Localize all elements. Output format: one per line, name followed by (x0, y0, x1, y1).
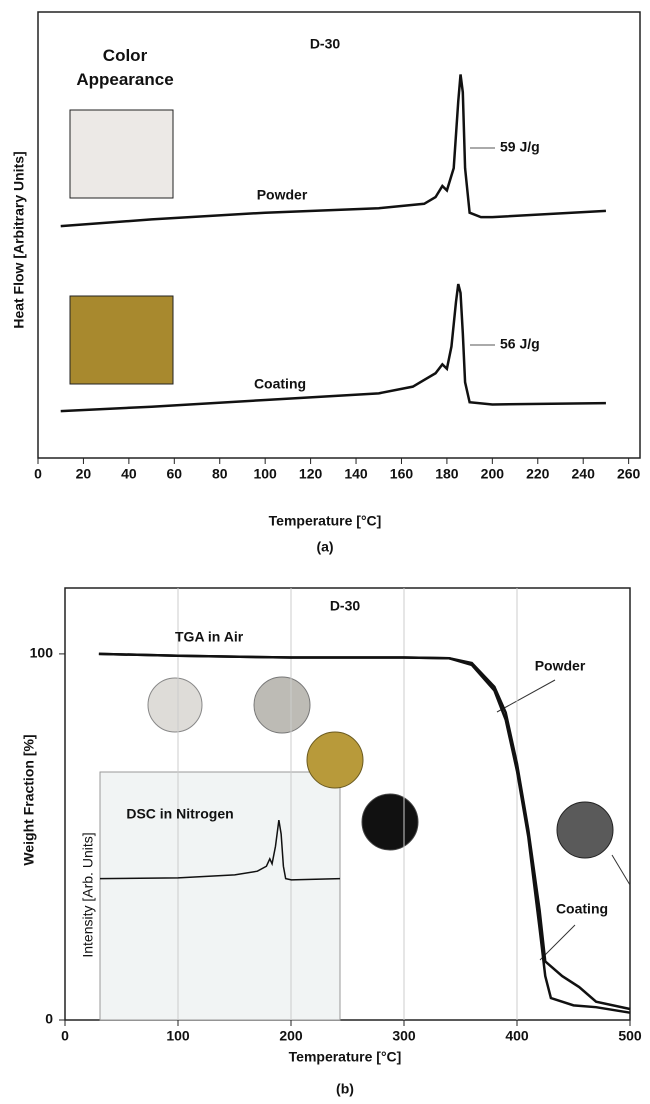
series-label: Coating (556, 901, 608, 917)
y-tick-label: 0 (45, 1011, 53, 1027)
y-axis-label: Heat Flow [Arbitrary Units] (11, 151, 27, 328)
annotation: 59 J/g (500, 139, 540, 155)
leader-line (539, 924, 576, 961)
x-tick-label: 20 (76, 466, 92, 482)
series-label: Powder (535, 658, 586, 674)
chart-title: D-30 (310, 36, 341, 52)
annotation: Color Appearance (76, 46, 174, 89)
plot-frame (37, 11, 641, 459)
x-tick-label: 100 (253, 466, 277, 482)
sample-disc (147, 677, 203, 733)
caption: (a) (316, 539, 333, 555)
leader-line (496, 679, 556, 713)
x-tick-label: 200 (279, 1028, 303, 1044)
x-tick-label: 240 (572, 466, 596, 482)
x-tick-label: 260 (617, 466, 641, 482)
y-axis-label: Weight Fraction [%] (21, 734, 37, 865)
sample-disc (361, 793, 419, 851)
x-tick-label: 40 (121, 466, 137, 482)
sample-disc (306, 731, 364, 789)
x-tick-label: 60 (167, 466, 183, 482)
annotation: 56 J/g (500, 336, 540, 352)
y-axis-label: Intensity [Arb. Units] (80, 832, 96, 957)
inset-frame (99, 771, 341, 1021)
x-tick-label: 100 (166, 1028, 190, 1044)
x-tick-label: 160 (390, 466, 414, 482)
x-tick-label: 0 (34, 466, 42, 482)
chart-title: DSC in Nitrogen (126, 806, 233, 822)
caption: (b) (336, 1081, 354, 1097)
sample-disc (556, 801, 614, 859)
sample-disc (253, 676, 311, 734)
x-tick-label: 0 (61, 1028, 69, 1044)
x-tick-label: 180 (435, 466, 459, 482)
x-tick-label: 500 (618, 1028, 642, 1044)
plot-frame (64, 587, 631, 1021)
chart-title: D-30 (330, 598, 361, 614)
x-tick-label: 120 (299, 466, 323, 482)
x-tick-label: 300 (392, 1028, 416, 1044)
series-line (60, 283, 606, 413)
x-tick-label: 200 (481, 466, 505, 482)
x-tick-label: 220 (526, 466, 550, 482)
series-line (98, 652, 631, 1011)
series-label: Coating (254, 376, 306, 392)
x-tick-label: 140 (344, 466, 368, 482)
leader-line (611, 854, 631, 886)
annotation: TGA in Air (175, 629, 244, 645)
powder-swatch (69, 109, 174, 199)
x-tick-label: 400 (505, 1028, 529, 1044)
coating-swatch (69, 295, 174, 385)
x-axis-label: Temperature [°C] (289, 1049, 402, 1065)
x-axis-label: Temperature [°C] (269, 513, 382, 529)
series-line (60, 74, 606, 228)
series-label: Powder (257, 187, 308, 203)
y-tick-label: 100 (30, 645, 54, 661)
series-line (99, 819, 341, 881)
x-tick-label: 80 (212, 466, 228, 482)
